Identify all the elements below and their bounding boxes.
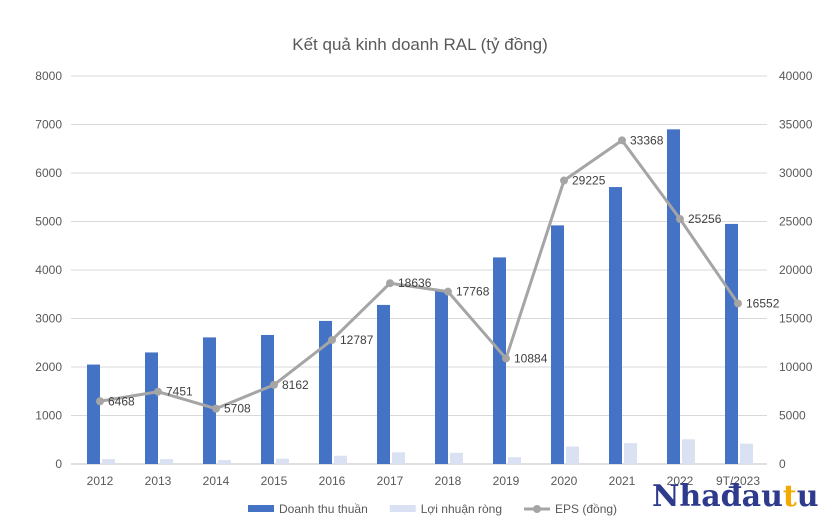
- net-profit-bar: [624, 443, 637, 464]
- watermark-logo-text: Nhađautu: [652, 479, 819, 514]
- net-profit-bar: [566, 446, 579, 464]
- x-tick-label: 9T/2023: [716, 474, 760, 488]
- eps-data-label: 29225: [572, 174, 606, 188]
- revenue-bar: [377, 304, 390, 464]
- x-tick-label: 2019: [493, 474, 520, 488]
- left-tick-label: 0: [55, 457, 62, 471]
- revenue-bar: [203, 337, 216, 464]
- right-tick-label: 5000: [779, 409, 806, 423]
- right-axis-ticks: 0 5000 10000 15000 20000 25000 30000 35000 40000: [779, 69, 813, 471]
- eps-data-label: 25256: [688, 212, 722, 226]
- x-tick-label: 2012: [87, 474, 114, 488]
- eps-data-label: 16552: [746, 296, 780, 310]
- net-profit-bar: [102, 459, 115, 464]
- x-tick-label: 2014: [203, 474, 230, 488]
- chart-title: Kết quả kinh doanh RAL (tỷ đồng): [292, 35, 547, 54]
- x-tick-label: 2021: [609, 474, 636, 488]
- right-tick-label: 25000: [779, 215, 813, 229]
- gridlines: [71, 75, 767, 465]
- eps-point: [560, 176, 568, 185]
- revenue-bar: [725, 223, 738, 464]
- legend-swatch: [389, 505, 416, 512]
- left-tick-label: 4000: [35, 263, 62, 277]
- legend: Doanh thu thuần Lợi nhuận ròng EPS (đồng): [248, 502, 617, 516]
- legend-label: Lợi nhuận ròng: [421, 502, 502, 516]
- legend-label: EPS (đồng): [555, 502, 617, 516]
- x-tick-label: 2017: [377, 474, 404, 488]
- right-tick-label: 40000: [779, 69, 813, 83]
- net-profit-bar: [160, 459, 173, 464]
- eps-data-label: 12787: [340, 333, 374, 347]
- eps-point: [270, 380, 278, 389]
- eps-point: [676, 215, 684, 224]
- revenue-bar: [435, 290, 448, 464]
- net-profit-bar: [334, 455, 347, 464]
- net-profit-bar: [508, 457, 521, 464]
- eps-point: [154, 387, 162, 396]
- net-profit-bar: [276, 458, 289, 464]
- legend-swatch: [248, 505, 274, 512]
- eps-point: [328, 335, 336, 344]
- left-axis-ticks: 0 1000 2000 3000 4000 5000 6000 7000 8000: [35, 69, 62, 471]
- net-profit-bar: [682, 439, 695, 464]
- legend-label: Doanh thu thuần: [279, 502, 368, 516]
- right-tick-label: 20000: [779, 263, 813, 277]
- right-tick-label: 35000: [779, 118, 813, 132]
- eps-data-label: 17768: [456, 285, 490, 299]
- revenue-bar: [87, 364, 100, 464]
- x-tick-label: 2013: [145, 474, 172, 488]
- eps-data-label: 10884: [514, 351, 548, 365]
- revenue-bar: [609, 187, 622, 464]
- x-tick-label: 2015: [261, 474, 288, 488]
- revenue-bar: [319, 320, 332, 464]
- revenue-bar: [261, 334, 274, 464]
- left-tick-label: 5000: [35, 215, 62, 229]
- eps-line-series: 6468 7451 5708 8162 12787 18636 17768 10884 2922…: [96, 133, 780, 416]
- eps-point: [502, 354, 510, 363]
- right-tick-label: 15000: [779, 312, 813, 326]
- left-tick-label: 2000: [35, 360, 62, 374]
- eps-point: [386, 279, 394, 288]
- eps-point: [444, 287, 452, 296]
- x-tick-label: 2018: [435, 474, 462, 488]
- net-profit-bar: [740, 443, 753, 464]
- net-profit-bar: [450, 452, 463, 464]
- left-tick-label: 3000: [35, 312, 62, 326]
- eps-point: [212, 404, 220, 413]
- eps-data-label: 8162: [282, 378, 309, 392]
- legend-marker: [533, 505, 542, 513]
- revenue-bar: [551, 225, 564, 464]
- x-tick-label: 2022: [667, 474, 694, 488]
- right-tick-label: 10000: [779, 360, 813, 374]
- revenue-bar: [145, 352, 158, 464]
- eps-point: [96, 397, 104, 406]
- eps-point: [618, 136, 626, 145]
- eps-data-label: 18636: [398, 276, 432, 290]
- left-tick-label: 8000: [35, 69, 62, 83]
- left-tick-label: 1000: [35, 409, 62, 423]
- x-tick-label: 2020: [551, 474, 578, 488]
- left-tick-label: 6000: [35, 166, 62, 180]
- left-tick-label: 7000: [35, 118, 62, 132]
- net-profit-bar: [392, 452, 405, 464]
- eps-point: [734, 299, 742, 308]
- eps-line: [99, 138, 740, 411]
- x-axis-ticks: 2012 2013 2014 2015 2016 2017 2018 2019 2020 2021…: [87, 474, 761, 488]
- eps-data-label: 5708: [224, 402, 251, 416]
- x-tick-label: 2016: [319, 474, 346, 488]
- bar-series: [87, 129, 753, 464]
- eps-data-label: 7451: [166, 385, 193, 399]
- revenue-bar: [667, 129, 680, 464]
- revenue-bar: [493, 257, 506, 464]
- right-tick-label: 0: [779, 457, 786, 471]
- eps-data-label: 33368: [630, 133, 664, 147]
- eps-data-label: 6468: [108, 394, 135, 408]
- right-tick-label: 30000: [779, 166, 813, 180]
- nhadautu-logo: Nhađautu: [652, 479, 819, 514]
- net-profit-bar: [218, 460, 231, 464]
